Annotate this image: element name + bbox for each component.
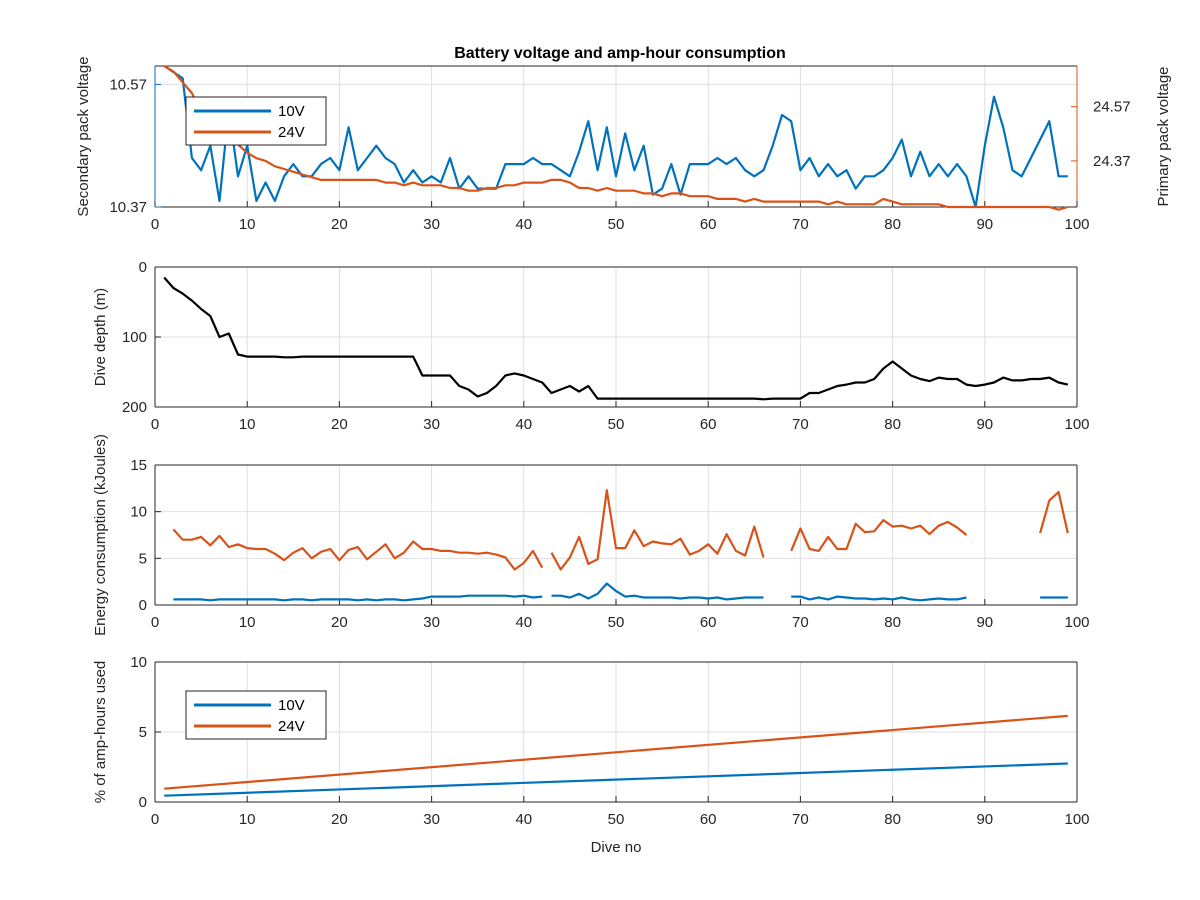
- amphours-xtick-label: 20: [331, 811, 348, 828]
- voltage-xtick-label: 70: [792, 216, 809, 233]
- voltage-xtick-label: 40: [515, 216, 532, 233]
- depth-xtick-label: 50: [608, 416, 625, 433]
- energy-xtick-label: 10: [239, 614, 256, 631]
- voltage-ytick-right-label: 24.37: [1093, 153, 1131, 170]
- energy-ylabel: Energy consumption (kJoules): [92, 434, 109, 636]
- amphours-xtick-label: 50: [608, 811, 625, 828]
- energy-xtick-label: 70: [792, 614, 809, 631]
- energy-xtick-label: 40: [515, 614, 532, 631]
- energy-ytick-label: 15: [130, 457, 147, 474]
- depth-ytick-label: 100: [122, 329, 147, 346]
- depth-ytick-label: 200: [122, 399, 147, 416]
- amphours-ytick-label: 0: [139, 794, 147, 811]
- voltage-xtick-label: 0: [151, 216, 159, 233]
- amphours-xtick-label: 0: [151, 811, 159, 828]
- amphours-legend-box: [185, 690, 327, 740]
- voltage-xtick-label: 50: [608, 216, 625, 233]
- amphours-xtick-label: 80: [884, 811, 901, 828]
- depth-xtick-label: 0: [151, 416, 159, 433]
- voltage-ylabel-right: Primary pack voltage: [1155, 66, 1172, 206]
- depth-xtick-label: 90: [976, 416, 993, 433]
- energy-series-24V: [172, 489, 1069, 571]
- amphours-series-10V: [164, 762, 1068, 797]
- voltage-series-10V: [163, 65, 1068, 209]
- energy-ytick-label: 10: [130, 504, 147, 521]
- voltage-xtick-label: 30: [423, 216, 440, 233]
- amphours-legend-label: 10V: [278, 697, 305, 714]
- amphours-xtick-label: 30: [423, 811, 440, 828]
- amphours-ytick-label: 5: [139, 724, 147, 741]
- depth-series-depth: [163, 276, 1069, 401]
- voltage-ytick-label: 10.37: [109, 199, 147, 216]
- voltage-ytick-label: 10.57: [109, 76, 147, 93]
- amphours-series-24V: [164, 714, 1068, 790]
- energy-xtick-label: 60: [700, 614, 717, 631]
- amphours-ylabel: % of amp-hours used: [92, 661, 109, 804]
- depth-xtick-label: 10: [239, 416, 256, 433]
- voltage-xtick-label: 20: [331, 216, 348, 233]
- depth-xtick-label: 60: [700, 416, 717, 433]
- depth-xtick-label: 100: [1064, 416, 1089, 433]
- energy-xtick-label: 80: [884, 614, 901, 631]
- energy-series-10V: [173, 582, 1068, 602]
- energy-xtick-label: 20: [331, 614, 348, 631]
- energy-ytick-label: 5: [139, 550, 147, 567]
- voltage-xtick-label: 60: [700, 216, 717, 233]
- depth-xtick-label: 30: [423, 416, 440, 433]
- voltage-xtick-label: 90: [976, 216, 993, 233]
- voltage-ytick-right-label: 24.57: [1093, 99, 1131, 116]
- voltage-legend-box: [185, 96, 327, 146]
- voltage-xtick-label: 80: [884, 216, 901, 233]
- amphours-xtick-label: 40: [515, 811, 532, 828]
- voltage-legend-label: 24V: [278, 124, 305, 141]
- depth-ytick-label: 0: [139, 259, 147, 276]
- depth-ylabel: Dive depth (m): [92, 288, 109, 386]
- amphours-xtick-label: 70: [792, 811, 809, 828]
- amphours-xtick-label: 60: [700, 811, 717, 828]
- amphours-xtick-label: 90: [976, 811, 993, 828]
- amphours-ytick-label: 10: [130, 654, 147, 671]
- voltage-xtick-label: 100: [1064, 216, 1089, 233]
- depth-xtick-label: 20: [331, 416, 348, 433]
- amphours-xtick-label: 10: [239, 811, 256, 828]
- depth-xtick-label: 70: [792, 416, 809, 433]
- voltage-series-24V: [163, 65, 1069, 211]
- energy-xtick-label: 90: [976, 614, 993, 631]
- energy-xtick-label: 30: [423, 614, 440, 631]
- voltage-ylabel: Secondary pack voltage: [75, 56, 92, 216]
- energy-xtick-label: 100: [1064, 614, 1089, 631]
- amphours-legend-label: 24V: [278, 718, 305, 735]
- energy-xtick-label: 0: [151, 614, 159, 631]
- voltage-xtick-label: 10: [239, 216, 256, 233]
- chart-title: Battery voltage and amp-hour consumption: [454, 45, 786, 62]
- depth-xtick-label: 40: [515, 416, 532, 433]
- voltage-legend-label: 10V: [278, 103, 305, 120]
- energy-ytick-label: 0: [139, 597, 147, 614]
- depth-xtick-label: 80: [884, 416, 901, 433]
- amphours-xtick-label: 100: [1064, 811, 1089, 828]
- energy-xtick-label: 50: [608, 614, 625, 631]
- amphours-xlabel: Dive no: [591, 839, 642, 856]
